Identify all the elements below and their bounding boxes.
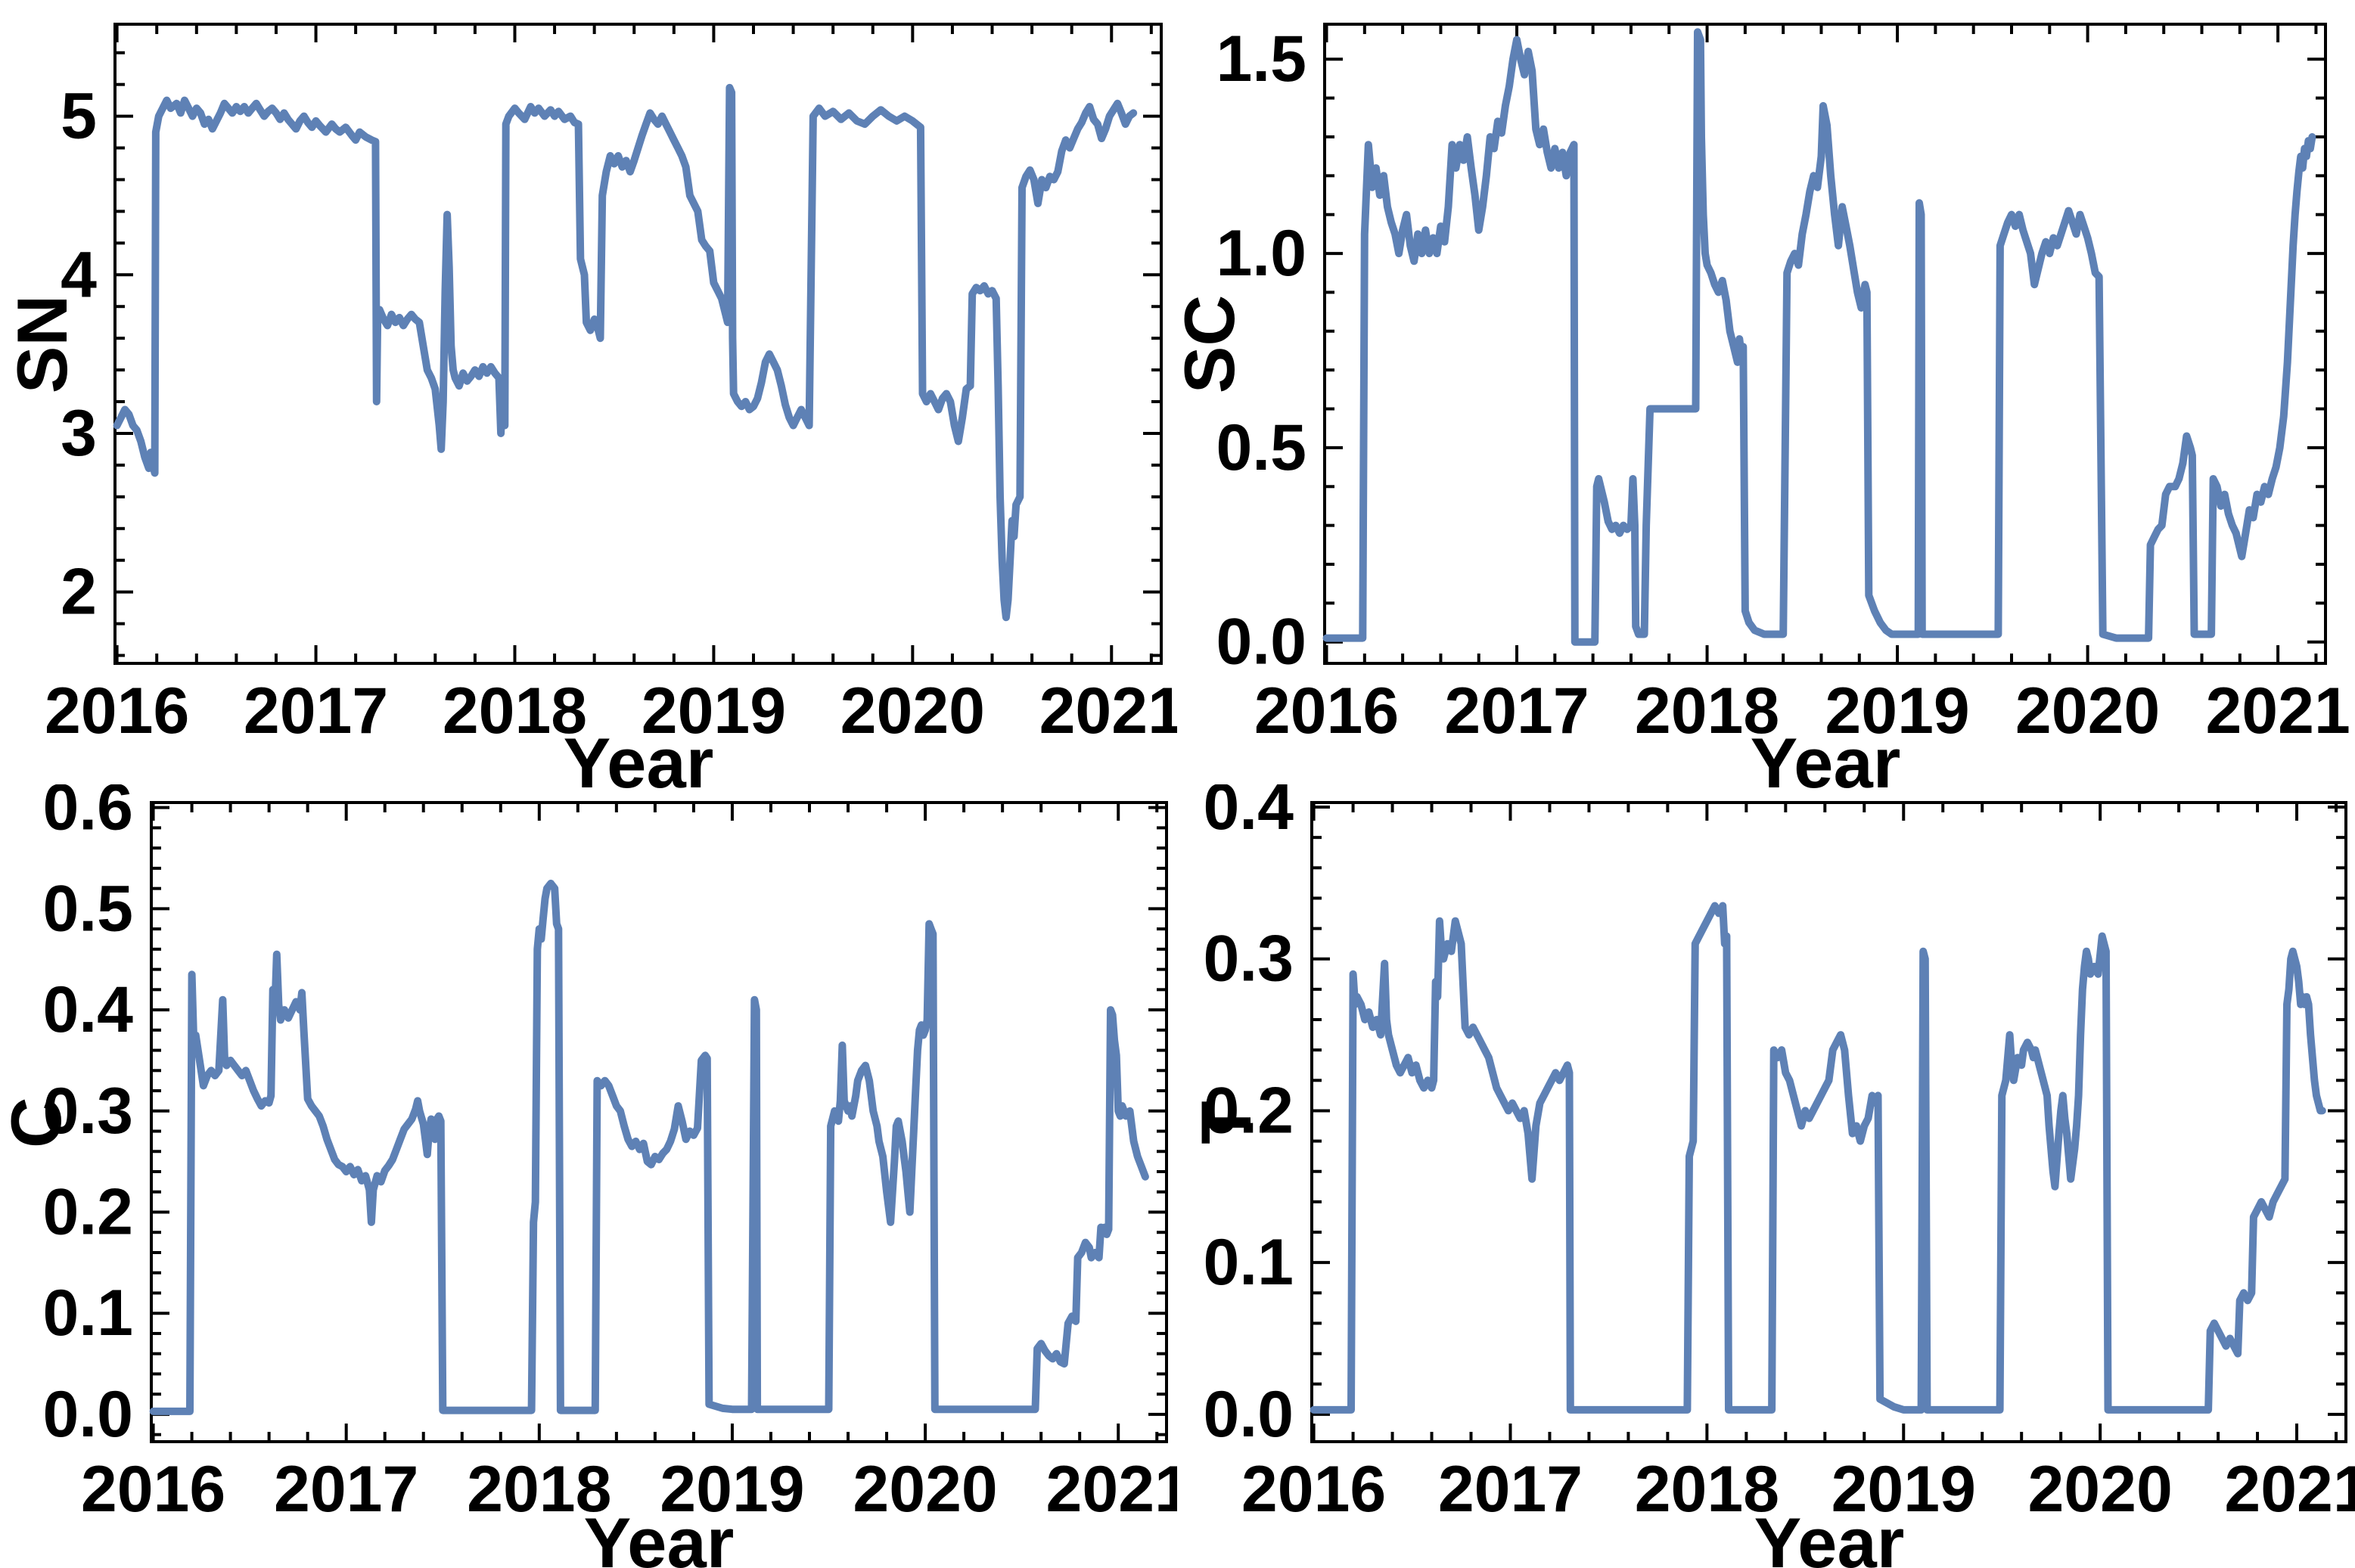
svg-text:0.3: 0.3 <box>1203 923 1294 995</box>
svg-text:2016: 2016 <box>1241 1453 1386 1526</box>
svg-text:2017: 2017 <box>1438 1453 1583 1526</box>
svg-text:1.5: 1.5 <box>1216 23 1306 95</box>
svg-text:2020: 2020 <box>840 675 985 747</box>
svg-text:0.4: 0.4 <box>42 973 133 1046</box>
sc-y-axis-label: SC <box>1170 294 1249 394</box>
svg-text:0.2: 0.2 <box>42 1175 133 1248</box>
svg-text:2017: 2017 <box>1444 675 1589 747</box>
svg-text:2018: 2018 <box>1635 675 1779 747</box>
sc-plot-area: 2016 2017 2018 2019 2020 2021 0.0 0.5 1.0 1.5 <box>1216 23 2350 747</box>
svg-text:1.0: 1.0 <box>1216 217 1306 290</box>
svg-text:2021: 2021 <box>1046 1453 1177 1526</box>
sn-x-axis-label: Year <box>563 723 714 803</box>
svg-text:2017: 2017 <box>244 675 388 747</box>
svg-text:2017: 2017 <box>274 1453 418 1526</box>
svg-text:0.3: 0.3 <box>42 1075 133 1147</box>
svg-text:2019: 2019 <box>660 1453 804 1526</box>
panel-sc: 2016 2017 2018 2019 2020 2021 0.0 0.5 1.0 1.5 SC … <box>1170 0 2355 799</box>
svg-text:2018: 2018 <box>1635 1453 1779 1526</box>
svg-text:0.2: 0.2 <box>1203 1074 1294 1147</box>
svg-text:0.6: 0.6 <box>42 784 133 844</box>
svg-text:2021: 2021 <box>2224 1453 2355 1526</box>
panel-t: 2016 2017 2018 2019 2020 2021 0.0 0.1 0.2 0.3 0.4 … <box>1178 784 2355 1568</box>
svg-text:3: 3 <box>61 397 97 470</box>
svg-text:2019: 2019 <box>642 675 786 747</box>
c-plot-area: 2016 2017 2018 2019 2020 2021 0.0 0.1 0.2 0.3 0.4 0… <box>42 784 1177 1526</box>
svg-text:2018: 2018 <box>467 1453 611 1526</box>
svg-text:2: 2 <box>61 556 97 629</box>
svg-text:2019: 2019 <box>1831 1453 1976 1526</box>
svg-text:0.0: 0.0 <box>42 1378 133 1451</box>
svg-text:0.1: 0.1 <box>1203 1226 1294 1299</box>
svg-text:2020: 2020 <box>2027 1453 2172 1526</box>
svg-text:0.0: 0.0 <box>1216 606 1306 678</box>
svg-text:0.4: 0.4 <box>1203 784 1294 843</box>
svg-text:2021: 2021 <box>1039 675 1177 747</box>
t-y-axis-label: T <box>1186 1101 1266 1144</box>
svg-text:5: 5 <box>61 80 97 153</box>
sc-x-axis-label: Year <box>1750 723 1901 803</box>
svg-text:2020: 2020 <box>853 1453 997 1526</box>
panel-c: 2016 2017 2018 2019 2020 2021 0.0 0.1 0.2 0.3 0.4 0… <box>0 784 1177 1568</box>
svg-text:2020: 2020 <box>2015 675 2160 747</box>
svg-text:2019: 2019 <box>1825 675 1969 747</box>
t-x-axis-label: Year <box>1754 1503 1905 1568</box>
sn-y-axis-label: SN <box>2 294 82 394</box>
c-x-axis-label: Year <box>583 1503 735 1568</box>
panel-sn: 2016 2017 2018 2019 2020 2021 2 3 4 5 SN Year <box>0 0 1177 799</box>
svg-text:0.5: 0.5 <box>1216 411 1306 484</box>
svg-text:2021: 2021 <box>2205 675 2350 747</box>
svg-text:4: 4 <box>61 238 97 311</box>
svg-text:2016: 2016 <box>45 675 189 747</box>
svg-text:2016: 2016 <box>1254 675 1399 747</box>
t-plot-area: 2016 2017 2018 2019 2020 2021 0.0 0.1 0.2 0.3 0.4 <box>1203 784 2355 1526</box>
svg-text:2016: 2016 <box>81 1453 225 1526</box>
svg-text:0.0: 0.0 <box>1203 1378 1294 1451</box>
svg-text:0.1: 0.1 <box>42 1277 133 1349</box>
c-y-axis-label: C <box>0 1097 76 1148</box>
svg-text:2018: 2018 <box>443 675 587 747</box>
sn-plot-area: 2016 2017 2018 2019 2020 2021 2 3 4 5 <box>45 23 1177 747</box>
svg-text:0.5: 0.5 <box>42 872 133 945</box>
